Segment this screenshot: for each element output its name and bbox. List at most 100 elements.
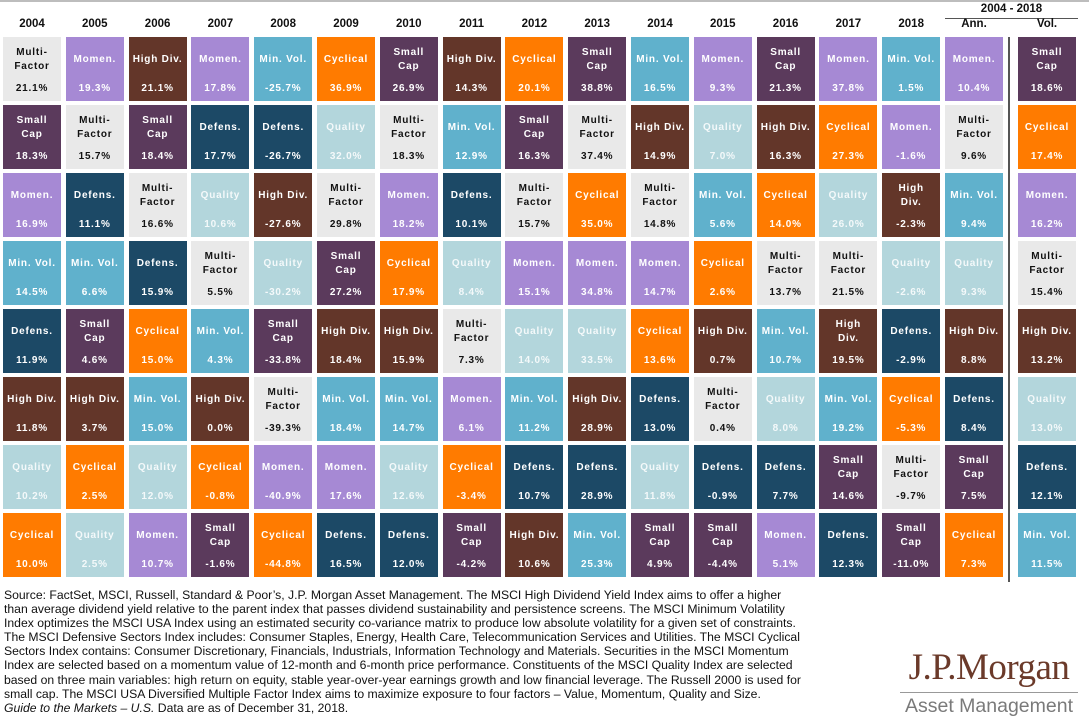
quilt-cell-minvol: Min. Vol. 9.4% bbox=[945, 173, 1003, 237]
cell-value: 20.1% bbox=[518, 83, 551, 94]
quilt-cell-multi: Multi- Factor 37.4% bbox=[568, 105, 627, 169]
cell-factor-label: Small Cap bbox=[16, 115, 48, 140]
footnote-line: than average dividend yield relative to … bbox=[4, 602, 785, 617]
quilt-cell-small: Small Cap 4.6% bbox=[65, 309, 124, 373]
cell-value: -0.8% bbox=[205, 491, 236, 502]
quilt-cell-minvol: Min. Vol. 4.3% bbox=[191, 309, 250, 373]
quilt-cell-minvol: Min. Vol. 16.5% bbox=[631, 37, 689, 101]
cell-factor-label: Small Cap bbox=[456, 523, 487, 548]
cell-value: 29.8% bbox=[329, 219, 363, 230]
cell-value: 13.0% bbox=[643, 423, 677, 434]
quilt-cell-cyc: Cyclical 2.6% bbox=[693, 241, 752, 305]
cell-value: 27.2% bbox=[329, 287, 363, 298]
cell-value: 14.8% bbox=[643, 219, 677, 230]
cell-factor-label: Cyclical bbox=[261, 530, 306, 541]
quilt-cell-multi: Multi- Factor 7.3% bbox=[442, 309, 501, 373]
cell-value: 18.3% bbox=[15, 151, 49, 162]
cell-value: 15.0% bbox=[141, 355, 174, 366]
quilt-cell-minvol: Min. Vol. 19.2% bbox=[819, 377, 878, 441]
footnote-line: The MSCI Defensive Sectors Index include… bbox=[4, 630, 800, 645]
column-header: 2004 bbox=[19, 18, 45, 30]
cell-value: 21.3% bbox=[769, 83, 802, 94]
quilt-cell-minvol: Min. Vol. 10.7% bbox=[756, 309, 815, 373]
quilt-cell-qual: Quality 13.0% bbox=[1018, 377, 1076, 441]
quilt-cell-small: Small Cap 18.3% bbox=[3, 105, 61, 169]
cell-factor-label: Min. Vol. bbox=[824, 394, 873, 405]
quilt-cell-hdiv: High Div. -2.3% bbox=[882, 173, 941, 237]
cell-factor-label: High Div. bbox=[949, 326, 999, 337]
quilt-cell-hdiv: High Div. 16.3% bbox=[756, 105, 815, 169]
quilt-cell-small: Small Cap -11.0% bbox=[882, 513, 941, 577]
guide-title: Guide to the Markets – U.S. bbox=[4, 700, 155, 715]
cell-value: 12.1% bbox=[1030, 491, 1064, 502]
top-border bbox=[0, 0, 1089, 2]
cell-factor-label: Min. Vol. bbox=[636, 54, 684, 65]
cell-value: 8.4% bbox=[961, 423, 987, 434]
cell-value: -9.7% bbox=[896, 491, 927, 502]
quilt-cell-hdiv: High Div. 15.9% bbox=[379, 309, 438, 373]
cell-factor-label: Defens. bbox=[73, 190, 116, 201]
footnote-line: Index are selected based on a momentum v… bbox=[4, 658, 793, 673]
quilt-cell-hdiv: High Div. 21.1% bbox=[128, 37, 187, 101]
cell-factor-label: Quality bbox=[451, 258, 492, 269]
cell-value: -2.9% bbox=[896, 355, 927, 366]
quilt-cell-small: Small Cap -4.2% bbox=[442, 513, 501, 577]
cell-value: 7.3% bbox=[458, 355, 485, 366]
cell-value: 4.6% bbox=[81, 355, 108, 366]
cell-value: 15.1% bbox=[518, 287, 551, 298]
cell-value: 13.7% bbox=[769, 287, 802, 298]
quilt-cell-multi: Multi- Factor -39.3% bbox=[254, 377, 313, 441]
cell-factor-label: Min. Vol. bbox=[699, 190, 747, 201]
cell-value: 32.0% bbox=[329, 151, 363, 162]
cell-factor-label: Momen. bbox=[387, 190, 431, 201]
quilt-cell-qual: Quality 26.0% bbox=[819, 173, 878, 237]
quilt-cell-minvol: Min. Vol. 11.2% bbox=[505, 377, 564, 441]
column-header: 2011 bbox=[459, 18, 485, 30]
cell-factor-label: Min. Vol. bbox=[196, 326, 245, 337]
cell-value: 10.6% bbox=[204, 219, 237, 230]
quilt-cell-multi: Multi- Factor -9.7% bbox=[882, 445, 941, 509]
cell-factor-label: Quality bbox=[828, 190, 869, 201]
cell-factor-label: Multi- Factor bbox=[516, 183, 553, 208]
cell-factor-label: High Div. bbox=[898, 183, 924, 208]
cell-factor-label: Multi- Factor bbox=[328, 183, 364, 208]
cell-factor-label: Momen. bbox=[136, 530, 179, 541]
quilt-cell-multi: Multi- Factor 15.4% bbox=[1018, 241, 1076, 305]
cell-value: 6.1% bbox=[458, 423, 485, 434]
quilt-cell-def: Defens. 12.1% bbox=[1018, 445, 1076, 509]
quilt-cell-momen: Momen. 6.1% bbox=[442, 377, 501, 441]
cell-factor-label: Small Cap bbox=[267, 319, 299, 344]
cell-factor-label: Defens. bbox=[827, 530, 870, 541]
cell-factor-label: High Div. bbox=[446, 54, 497, 65]
cell-value: 7.7% bbox=[772, 491, 799, 502]
cell-factor-label: Small Cap bbox=[833, 455, 864, 480]
quilt-cell-hdiv: High Div. 11.8% bbox=[3, 377, 61, 441]
cell-factor-label: Cyclical bbox=[889, 394, 934, 405]
cell-value: 16.6% bbox=[141, 219, 174, 230]
quilt-cell-momen: Momen. 16.9% bbox=[3, 173, 61, 237]
cell-value: 15.4% bbox=[1030, 287, 1064, 298]
cell-value: 12.3% bbox=[832, 559, 865, 570]
cell-factor-label: High Div. bbox=[7, 394, 57, 405]
cell-value: 18.4% bbox=[329, 423, 363, 434]
cell-factor-label: Momen. bbox=[513, 258, 556, 269]
quilt-cell-hdiv: High Div. 14.3% bbox=[442, 37, 501, 101]
cell-factor-label: Cyclical bbox=[386, 258, 431, 269]
cell-value: 18.4% bbox=[141, 151, 174, 162]
cell-value: 10.7% bbox=[518, 491, 551, 502]
cell-value: 26.0% bbox=[832, 219, 865, 230]
quilt-cell-momen: Momen. -1.6% bbox=[882, 105, 941, 169]
cell-value: 11.9% bbox=[16, 355, 48, 366]
cell-value: 10.1% bbox=[455, 219, 488, 230]
cell-value: 7.3% bbox=[961, 559, 987, 570]
cell-value: 11.8% bbox=[16, 423, 48, 434]
quilt-cell-multi: Multi- Factor 21.5% bbox=[819, 241, 878, 305]
cell-factor-label: Defens. bbox=[387, 530, 430, 541]
cell-factor-label: Cyclical bbox=[575, 190, 620, 201]
quilt-cell-multi: Multi- Factor 0.4% bbox=[693, 377, 752, 441]
cell-factor-label: Small Cap bbox=[770, 47, 801, 72]
column-header: 2015 bbox=[710, 18, 736, 30]
cell-factor-label: Small Cap bbox=[142, 115, 173, 140]
cell-factor-label: Multi- Factor bbox=[453, 319, 490, 344]
cell-value: 3.7% bbox=[81, 423, 108, 434]
